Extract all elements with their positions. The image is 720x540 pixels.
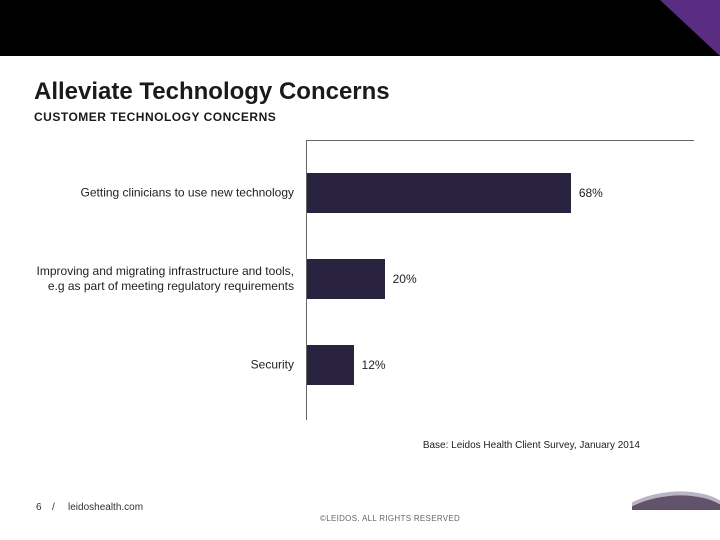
- page-subtitle: CUSTOMER TECHNOLOGY CONCERNS: [34, 110, 276, 124]
- footer-copyright: ©LEIDOS. ALL RIGHTS RESERVED: [320, 514, 460, 523]
- bar-value: 68%: [579, 186, 603, 200]
- brand-swoosh-icon: [632, 486, 720, 510]
- footer-separator: /: [52, 502, 55, 513]
- bar-value: 12%: [362, 358, 386, 372]
- slide: Alleviate Technology Concerns CUSTOMER T…: [0, 0, 720, 540]
- bar-label: Improving and migrating infrastructure a…: [34, 264, 294, 294]
- chart-top-axis: [306, 140, 694, 141]
- footer: 6 / leidoshealth.com ©LEIDOS. ALL RIGHTS…: [0, 502, 720, 526]
- page-title: Alleviate Technology Concerns: [34, 78, 390, 106]
- bar: [307, 173, 571, 213]
- chart-row: Improving and migrating infrastructure a…: [34, 244, 694, 314]
- footer-url: leidoshealth.com: [68, 502, 143, 513]
- page-number: 6: [36, 502, 42, 513]
- bar-label: Security: [34, 358, 294, 373]
- header-accent-wedge: [660, 0, 720, 56]
- bar-label: Getting clinicians to use new technology: [34, 186, 294, 201]
- bar: [307, 345, 354, 385]
- chart-row: Security 12%: [34, 330, 694, 400]
- concerns-bar-chart: Getting clinicians to use new technology…: [34, 140, 694, 420]
- chart-base-note: Base: Leidos Health Client Survey, Janua…: [423, 440, 640, 451]
- bar-value: 20%: [393, 272, 417, 286]
- bar: [307, 259, 385, 299]
- header-band: [0, 0, 720, 56]
- chart-row: Getting clinicians to use new technology…: [34, 158, 694, 228]
